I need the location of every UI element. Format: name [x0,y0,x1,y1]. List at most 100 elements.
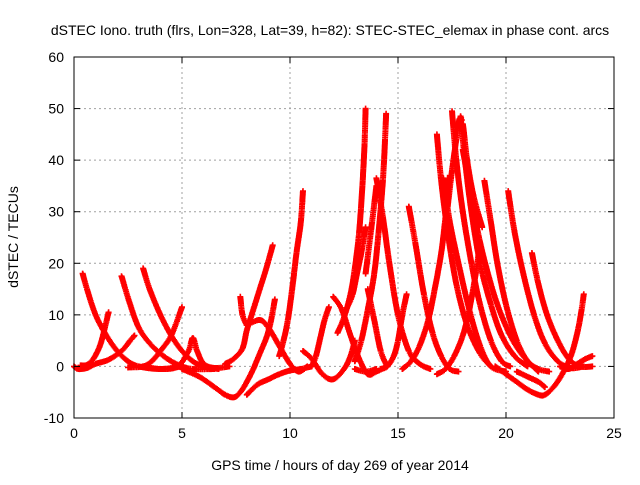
data-point [364,272,367,275]
data-point [379,368,382,370]
data-point [449,368,451,370]
data-point [544,342,546,345]
data-series-arc-39 [351,366,380,375]
x-tick-label: 20 [498,425,514,441]
data-point [591,365,594,368]
data-point [459,115,462,118]
data-point [429,368,432,370]
data-point [297,370,300,373]
data-point [351,293,354,296]
data-point [382,179,384,182]
data-point [159,368,162,370]
data-point [408,350,410,352]
data-point [258,352,261,355]
data-point [552,386,555,388]
data-point [354,360,356,363]
data-point [397,339,399,342]
data-point [360,339,363,342]
data-point [440,355,443,357]
data-point [371,221,373,223]
data-point [107,311,110,314]
data-point [336,332,339,334]
data-point [385,112,387,115]
data-point [516,339,518,342]
data-point [462,149,464,151]
y-tick-label: 60 [48,49,64,65]
data-point [246,393,248,396]
data-point [490,303,492,306]
data-point [258,319,261,321]
data-point [241,314,244,316]
data-point [315,355,317,357]
data-point [310,365,313,368]
data-point [388,262,391,265]
data-point [170,334,172,337]
data-point [187,350,190,352]
data-series-arc-32 [433,239,484,378]
data-point [363,143,366,146]
data-point [148,342,151,345]
data-series-arc-06 [125,304,185,371]
data-point [159,350,162,352]
data-point [360,252,363,254]
y-tick-label: 0 [56,358,64,374]
data-point [468,308,471,311]
data-point [557,360,559,363]
data-point [546,314,548,316]
data-point [513,355,516,357]
data-point [159,314,162,316]
data-point [310,357,313,360]
data-point [321,373,324,375]
data-point [265,337,268,339]
data-point [446,205,449,208]
data-point [496,262,499,265]
data-point [233,357,235,360]
data-point [300,221,302,223]
x-tick-label: 10 [282,425,298,441]
data-series-arc-15 [308,304,332,370]
data-point [291,288,293,290]
data-point [77,368,80,370]
data-point [533,314,535,316]
data-point [526,388,529,391]
data-series-arc-33 [481,177,553,375]
data-point [198,375,201,378]
data-series-arc-38 [513,368,548,391]
data-point [86,364,88,366]
data-point [319,337,322,339]
x-tick-label: 25 [606,425,622,441]
data-point [81,272,84,275]
data-point [364,226,367,228]
data-point [267,326,270,329]
data-point [516,370,518,373]
plot-frame [73,56,615,419]
data-point [341,308,343,311]
data-point [287,319,289,321]
data-point [470,262,473,265]
x-tick-label: 0 [70,425,78,441]
data-point [148,288,151,290]
data-point [474,272,477,275]
data-point [414,241,417,244]
data-point [494,365,497,368]
data-point [462,334,464,337]
data-point [490,221,492,223]
data-point [252,308,255,311]
data-point [274,298,276,301]
data-series-arc-24 [405,203,462,375]
data-point [382,216,384,218]
data-point [252,368,255,370]
data-point [343,316,345,319]
data-point [462,210,464,213]
data-point [427,319,430,321]
data-point [397,314,399,316]
data-point [457,262,460,265]
data-point [332,296,335,298]
data-point [196,350,198,352]
chart-title: dSTEC Iono. truth (flrs, Lon=328, Lat=39… [51,22,609,38]
data-point [213,367,216,369]
data-point [246,324,248,326]
data-point [213,386,216,388]
data-point [233,396,235,399]
data-point [364,370,367,373]
